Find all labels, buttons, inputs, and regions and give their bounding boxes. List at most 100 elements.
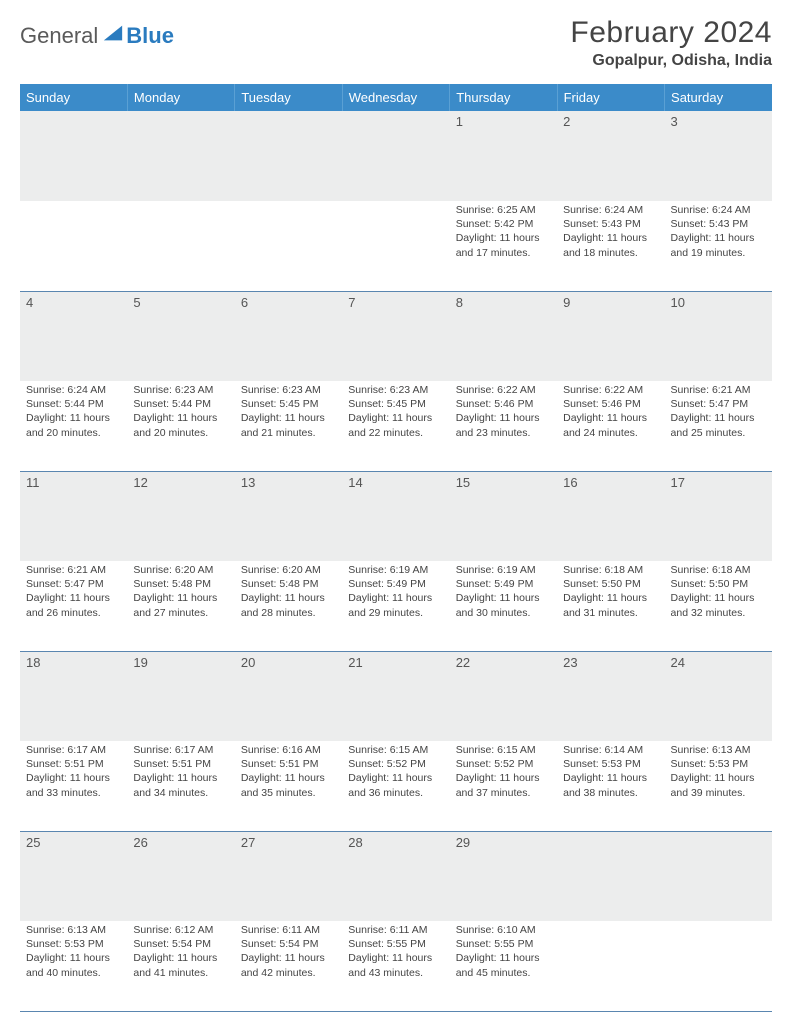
day-cell: Sunrise: 6:19 AMSunset: 5:49 PMDaylight:… — [342, 561, 449, 651]
daylight-text: Daylight: 11 hours and 28 minutes. — [241, 591, 336, 619]
sunset-text: Sunset: 5:46 PM — [563, 397, 658, 411]
sunset-text: Sunset: 5:55 PM — [348, 937, 443, 951]
sunset-text: Sunset: 5:48 PM — [133, 577, 228, 591]
day-cell: Sunrise: 6:11 AMSunset: 5:55 PMDaylight:… — [342, 921, 449, 1011]
sunrise-text: Sunrise: 6:16 AM — [241, 743, 336, 757]
sunset-text: Sunset: 5:50 PM — [671, 577, 766, 591]
calendar-page: General Blue February 2024 Gopalpur, Odi… — [0, 0, 792, 612]
sunrise-text: Sunrise: 6:22 AM — [456, 383, 551, 397]
day-number: 11 — [20, 472, 127, 492]
day-number: 15 — [450, 472, 557, 492]
sunrise-text: Sunrise: 6:23 AM — [348, 383, 443, 397]
day-cell: Sunrise: 6:13 AMSunset: 5:53 PMDaylight:… — [20, 921, 127, 1011]
sunrise-text: Sunrise: 6:24 AM — [26, 383, 121, 397]
day-details: Sunrise: 6:20 AMSunset: 5:48 PMDaylight:… — [235, 561, 342, 624]
day-number: 9 — [557, 292, 664, 312]
brand-part2: Blue — [126, 23, 174, 49]
sunset-text: Sunset: 5:47 PM — [26, 577, 121, 591]
daynum-row: 11121314151617 — [20, 471, 772, 561]
day-details: Sunrise: 6:21 AMSunset: 5:47 PMDaylight:… — [20, 561, 127, 624]
location-subtitle: Gopalpur, Odisha, India — [570, 52, 772, 70]
sunrise-text: Sunrise: 6:24 AM — [563, 203, 658, 217]
week-row: Sunrise: 6:13 AMSunset: 5:53 PMDaylight:… — [20, 921, 772, 1011]
daylight-text: Daylight: 11 hours and 24 minutes. — [563, 411, 658, 439]
sunrise-text: Sunrise: 6:18 AM — [563, 563, 658, 577]
sunset-text: Sunset: 5:53 PM — [671, 757, 766, 771]
day-cell — [342, 201, 449, 291]
day-cell: Sunrise: 6:23 AMSunset: 5:45 PMDaylight:… — [235, 381, 342, 471]
day-number-cell: 27 — [235, 831, 342, 921]
sunset-text: Sunset: 5:51 PM — [133, 757, 228, 771]
sunset-text: Sunset: 5:51 PM — [26, 757, 121, 771]
day-number-cell — [557, 831, 664, 921]
sunset-text: Sunset: 5:52 PM — [456, 757, 551, 771]
sunrise-text: Sunrise: 6:10 AM — [456, 923, 551, 937]
day-number: 20 — [235, 652, 342, 672]
day-cell: Sunrise: 6:17 AMSunset: 5:51 PMDaylight:… — [20, 741, 127, 831]
brand-triangle-icon — [100, 22, 124, 50]
sunset-text: Sunset: 5:44 PM — [26, 397, 121, 411]
day-cell: Sunrise: 6:13 AMSunset: 5:53 PMDaylight:… — [665, 741, 772, 831]
day-number-cell: 25 — [20, 831, 127, 921]
day-cell: Sunrise: 6:12 AMSunset: 5:54 PMDaylight:… — [127, 921, 234, 1011]
sunrise-text: Sunrise: 6:19 AM — [456, 563, 551, 577]
day-number-cell — [342, 111, 449, 201]
day-cell: Sunrise: 6:23 AMSunset: 5:44 PMDaylight:… — [127, 381, 234, 471]
day-number-cell — [127, 111, 234, 201]
day-number: 1 — [450, 111, 557, 131]
calendar-table: Sunday Monday Tuesday Wednesday Thursday… — [20, 84, 772, 1012]
day-details: Sunrise: 6:19 AMSunset: 5:49 PMDaylight:… — [342, 561, 449, 624]
day-number-cell: 11 — [20, 471, 127, 561]
day-details: Sunrise: 6:15 AMSunset: 5:52 PMDaylight:… — [450, 741, 557, 804]
day-details: Sunrise: 6:22 AMSunset: 5:46 PMDaylight:… — [450, 381, 557, 444]
daylight-text: Daylight: 11 hours and 21 minutes. — [241, 411, 336, 439]
day-cell: Sunrise: 6:20 AMSunset: 5:48 PMDaylight:… — [127, 561, 234, 651]
day-number-cell: 16 — [557, 471, 664, 561]
daynum-row: 2526272829 — [20, 831, 772, 921]
day-number-cell: 10 — [665, 291, 772, 381]
day-number-cell — [20, 111, 127, 201]
sunrise-text: Sunrise: 6:14 AM — [563, 743, 658, 757]
day-details: Sunrise: 6:17 AMSunset: 5:51 PMDaylight:… — [127, 741, 234, 804]
day-number-cell: 18 — [20, 651, 127, 741]
sunrise-text: Sunrise: 6:13 AM — [671, 743, 766, 757]
day-cell: Sunrise: 6:21 AMSunset: 5:47 PMDaylight:… — [665, 381, 772, 471]
sunrise-text: Sunrise: 6:24 AM — [671, 203, 766, 217]
sunrise-text: Sunrise: 6:23 AM — [133, 383, 228, 397]
day-details: Sunrise: 6:13 AMSunset: 5:53 PMDaylight:… — [665, 741, 772, 804]
daylight-text: Daylight: 11 hours and 17 minutes. — [456, 231, 551, 259]
day-number: 22 — [450, 652, 557, 672]
sunrise-text: Sunrise: 6:25 AM — [456, 203, 551, 217]
sunset-text: Sunset: 5:51 PM — [241, 757, 336, 771]
daylight-text: Daylight: 11 hours and 19 minutes. — [671, 231, 766, 259]
day-number: 7 — [342, 292, 449, 312]
day-cell: Sunrise: 6:20 AMSunset: 5:48 PMDaylight:… — [235, 561, 342, 651]
sunset-text: Sunset: 5:53 PM — [26, 937, 121, 951]
week-row: Sunrise: 6:21 AMSunset: 5:47 PMDaylight:… — [20, 561, 772, 651]
sunrise-text: Sunrise: 6:17 AM — [26, 743, 121, 757]
day-number: 25 — [20, 832, 127, 852]
day-number-cell — [235, 111, 342, 201]
sunrise-text: Sunrise: 6:21 AM — [671, 383, 766, 397]
day-number: 12 — [127, 472, 234, 492]
sunrise-text: Sunrise: 6:17 AM — [133, 743, 228, 757]
brand-logo: General Blue — [20, 16, 174, 50]
sunset-text: Sunset: 5:44 PM — [133, 397, 228, 411]
day-number-cell: 12 — [127, 471, 234, 561]
header: General Blue February 2024 Gopalpur, Odi… — [20, 16, 772, 70]
day-cell: Sunrise: 6:22 AMSunset: 5:46 PMDaylight:… — [450, 381, 557, 471]
day-number: 26 — [127, 832, 234, 852]
sunrise-text: Sunrise: 6:20 AM — [241, 563, 336, 577]
calendar-body: 1 23 Sunrise: 6:25 AMSunset: 5:42 PMDaylig… — [20, 111, 772, 1011]
daylight-text: Daylight: 11 hours and 45 minutes. — [456, 951, 551, 979]
day-cell: Sunrise: 6:25 AMSunset: 5:42 PMDaylight:… — [450, 201, 557, 291]
sunrise-text: Sunrise: 6:23 AM — [241, 383, 336, 397]
day-number-cell: 21 — [342, 651, 449, 741]
day-number-cell: 4 — [20, 291, 127, 381]
day-number-cell: 14 — [342, 471, 449, 561]
day-details: Sunrise: 6:24 AMSunset: 5:43 PMDaylight:… — [665, 201, 772, 264]
day-number: 23 — [557, 652, 664, 672]
sunset-text: Sunset: 5:49 PM — [456, 577, 551, 591]
day-number-cell: 22 — [450, 651, 557, 741]
day-number-cell: 19 — [127, 651, 234, 741]
